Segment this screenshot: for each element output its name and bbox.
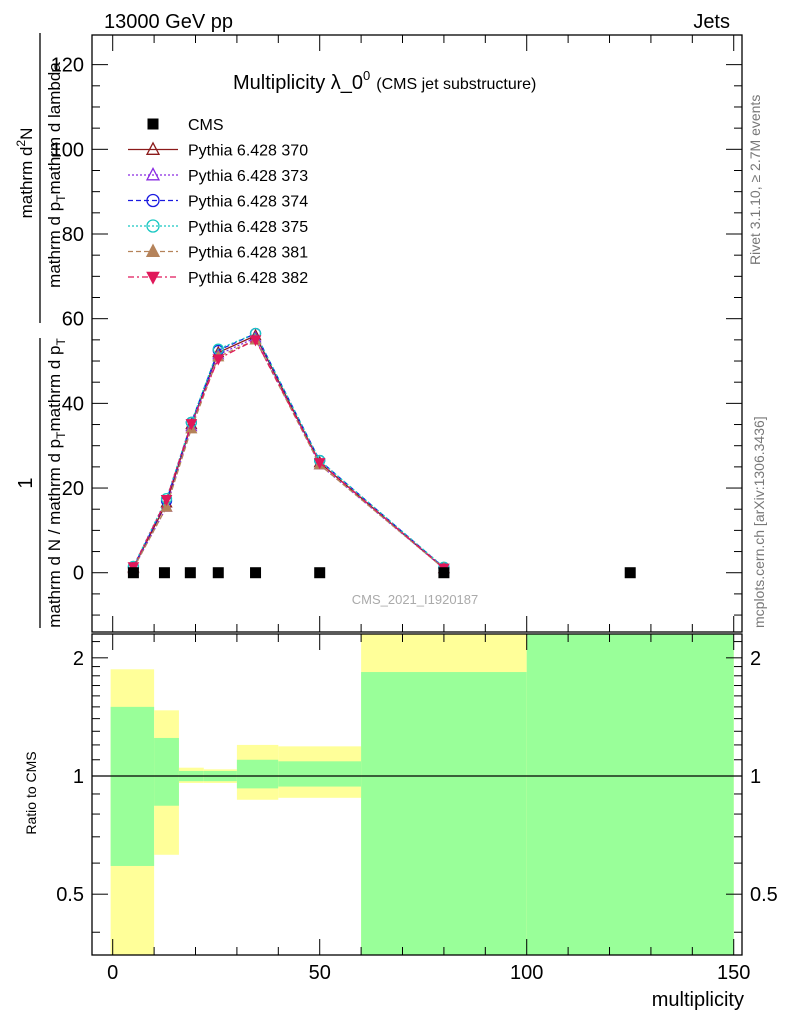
legend-label: Pythia 6.428 370 [188, 143, 308, 160]
ylabel-num-a: 1 [15, 477, 37, 488]
main-panel: 0 20 40 60 80 100 120 [51, 34, 743, 633]
main-frame [91, 34, 743, 633]
series-point [313, 458, 326, 470]
series-line [132, 339, 445, 569]
cms-point [127, 567, 139, 579]
series-point [249, 335, 262, 347]
x-tick-label: 100 [510, 962, 543, 984]
ratio-band-green [154, 737, 179, 806]
ratio-tick-label: 0.5 [56, 884, 84, 906]
header-process: Jets [693, 11, 730, 33]
y-tick-label: 60 [62, 309, 84, 331]
y-tick-label: 100 [51, 139, 84, 161]
ratio-uncertainty-bands [110, 634, 734, 955]
legend-label: Pythia 6.428 375 [188, 219, 308, 236]
legend-marker [146, 219, 160, 233]
ylabel-den-b: mathrm d pTmathrm d lambda [45, 62, 68, 288]
cms-point [212, 567, 224, 579]
series-line [132, 336, 445, 569]
title-superscript: 0 [363, 68, 370, 83]
x-tick-label: 150 [717, 962, 750, 984]
mc-series-lines [127, 327, 450, 575]
cms-data-points [127, 567, 636, 579]
y-tick-label: 40 [62, 393, 84, 415]
legend-label: CMS [188, 117, 224, 134]
cms-point [250, 567, 262, 579]
ratio-band-green [278, 761, 362, 787]
title-subtitle: (CMS jet substructure) [376, 76, 536, 93]
legend-entry: Pythia 6.428 374 [128, 194, 308, 211]
legend-marker [145, 243, 161, 257]
series-line [132, 332, 445, 568]
legend: CMS Pythia 6.428 370 Pythia 6.428 373 Pythi… [128, 117, 308, 287]
y-tick-label: 20 [62, 478, 84, 500]
legend-label: Pythia 6.428 374 [188, 194, 308, 211]
series-line [132, 332, 445, 569]
legend-label: Pythia 6.428 381 [188, 245, 308, 262]
ylabel-num-b: mathrm d2N [14, 128, 36, 219]
cms-point [184, 567, 196, 579]
analysis-watermark: CMS_2021_I1920187 [352, 592, 479, 607]
y-tick-label: 120 [51, 55, 84, 77]
legend-marker [145, 141, 161, 155]
legend-marker [146, 193, 160, 208]
mcplots-credit-label: mcplots.cern.ch [arXiv:1306.3436] [751, 416, 767, 628]
ratio-tick-label-right: 2 [750, 648, 761, 670]
ratio-tick-label: 1 [73, 766, 84, 788]
series-point [212, 354, 225, 366]
cms-point [624, 567, 636, 579]
series-point [185, 419, 198, 431]
main-y-axis: 0 20 40 60 80 100 120 [51, 55, 742, 616]
ratio-band-green [236, 759, 279, 789]
cms-point [438, 567, 450, 579]
legend-label: Pythia 6.428 382 [188, 270, 308, 287]
x-tick-label: 50 [309, 962, 331, 984]
ratio-tick-label: 2 [73, 648, 84, 670]
ratio-panel: 0.5 0.5 1 1 2 2 0 50 100 150 [56, 633, 778, 984]
ratio-y-axis: 0.5 0.5 1 1 2 2 [56, 641, 778, 933]
legend-marker [145, 167, 161, 181]
header-energy: 13000 GeV pp [104, 11, 233, 33]
ratio-y-label: Ratio to CMS [23, 751, 39, 834]
legend-entry: Pythia 6.428 375 [128, 219, 308, 236]
legend-entry: Pythia 6.428 373 [128, 167, 308, 185]
x-tick-label: 0 [107, 962, 118, 984]
main-x-ticks [112, 35, 735, 632]
legend-entry: Pythia 6.428 382 [128, 270, 308, 287]
x-axis-label: multiplicity [652, 989, 744, 1011]
legend-marker [146, 271, 160, 285]
ratio-band-green [361, 672, 527, 955]
series-point [160, 500, 173, 512]
series-line [132, 338, 445, 569]
y-tick-label: 0 [73, 563, 84, 585]
legend-entry: CMS [147, 117, 224, 134]
ratio-tick-label-right: 0.5 [750, 884, 778, 906]
ratio-frame [91, 633, 743, 956]
cms-point [158, 567, 170, 579]
legend-entry: Pythia 6.428 370 [128, 141, 308, 160]
legend-entry: Pythia 6.428 381 [128, 243, 308, 262]
legend-marker [147, 118, 159, 130]
plot-title: Multiplicity λ_00 (CMS jet substructure) [233, 68, 536, 94]
series-point [160, 494, 173, 507]
cms-point [314, 567, 326, 579]
ratio-x-axis: 0 50 100 150 [107, 634, 750, 984]
ratio-band-green [110, 706, 155, 866]
main-y-label: 1 mathrm d N / mathrm d pTmathrm d pT ma… [14, 33, 68, 628]
legend-label: Pythia 6.428 373 [188, 168, 308, 185]
ratio-tick-label-right: 1 [750, 766, 761, 788]
title-main: Multiplicity λ_0 [233, 72, 363, 94]
ratio-band-green [526, 634, 734, 955]
ylabel-den-a: mathrm d N / mathrm d pTmathrm d pT [45, 338, 68, 628]
y-tick-label: 80 [62, 224, 84, 246]
series-line [132, 334, 445, 569]
rivet-version-label: Rivet 3.1.10, ≥ 2.7M events [747, 95, 763, 265]
